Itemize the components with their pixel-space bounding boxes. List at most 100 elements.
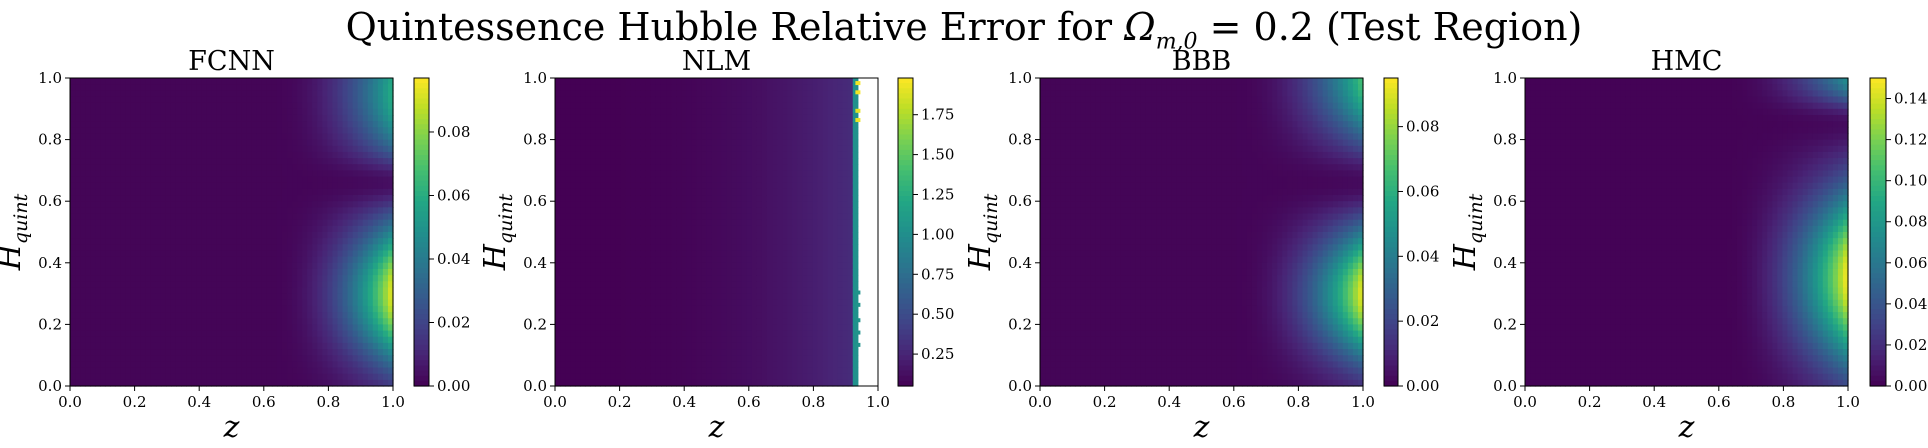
heatmap-cell <box>130 213 137 221</box>
heatmap-cell <box>130 262 137 270</box>
heatmap-cell <box>655 373 662 381</box>
heatmap-cell <box>322 158 328 165</box>
heatmap-cell <box>170 293 177 301</box>
heatmap-cell <box>565 145 571 153</box>
heatmap-cell <box>635 367 642 375</box>
heatmap-cell <box>327 287 334 295</box>
heatmap-cell <box>342 195 349 202</box>
heatmap-cell <box>206 84 212 91</box>
heatmap-cell <box>206 268 212 276</box>
heatmap-cell <box>105 213 111 221</box>
heatmap-cell <box>676 287 682 295</box>
heatmap-cell <box>660 78 667 85</box>
heatmap-cell <box>671 262 677 270</box>
heatmap-cell <box>635 96 642 104</box>
heatmap-cell <box>211 151 217 159</box>
heatmap-cell <box>191 244 197 252</box>
heatmap-cell <box>241 102 248 110</box>
heatmap-cell <box>206 281 212 289</box>
heatmap-cell <box>706 164 713 171</box>
heatmap-cell <box>90 268 96 276</box>
heatmap-cell <box>585 121 591 128</box>
heatmap-cell <box>261 342 268 350</box>
heatmap-cell <box>246 318 253 325</box>
heatmap-cell <box>170 250 177 258</box>
heatmap-cell <box>352 275 359 282</box>
heatmap-cell <box>357 151 364 159</box>
heatmap-cell <box>312 256 318 264</box>
heatmap-cell <box>347 145 354 153</box>
heatmap-cell <box>701 293 708 301</box>
heatmap-cell <box>186 114 192 122</box>
heatmap-cell <box>640 188 647 196</box>
heatmap-cell <box>211 293 217 301</box>
heatmap-cell <box>85 275 91 282</box>
heatmap-cell <box>660 213 667 221</box>
heatmap-cell <box>681 293 687 301</box>
heatmap-cell <box>155 151 162 159</box>
heatmap-cell <box>80 268 86 276</box>
heatmap-cell <box>387 114 394 122</box>
heatmap-cell <box>236 324 243 332</box>
heatmap-cell <box>140 145 147 153</box>
heatmap-cell <box>261 145 268 153</box>
heatmap-cell <box>560 275 566 282</box>
heatmap-cell <box>387 164 394 171</box>
heatmap-cell <box>655 312 662 319</box>
heatmap-cell <box>681 78 687 85</box>
heatmap-cell <box>317 268 323 276</box>
heatmap-cell <box>610 373 617 381</box>
heatmap-cell <box>721 275 728 282</box>
heatmap-cell <box>175 324 182 332</box>
heatmap-cell <box>165 324 172 332</box>
heatmap-cell <box>605 102 612 110</box>
heatmap-cell <box>170 361 177 369</box>
heatmap-cell <box>590 201 596 208</box>
heatmap-cell <box>575 121 581 128</box>
heatmap-cell <box>565 305 571 313</box>
heatmap-cell <box>196 361 202 369</box>
heatmap-cell <box>650 299 657 307</box>
heatmap-cell <box>90 133 96 141</box>
heatmap-cell <box>575 114 581 122</box>
heatmap-cell <box>160 96 167 104</box>
heatmap-cell <box>170 275 177 282</box>
heatmap-cell <box>155 336 162 344</box>
heatmap-cell <box>292 201 298 208</box>
heatmap-cell <box>716 108 723 116</box>
heatmap-cell <box>590 176 596 184</box>
heatmap-cell <box>721 225 728 233</box>
heatmap-cell <box>206 201 212 208</box>
heatmap-cell <box>650 330 657 338</box>
heatmap-cell <box>377 151 384 159</box>
heatmap-cell <box>686 108 692 116</box>
heatmap-cell <box>555 324 561 332</box>
heatmap-cell <box>696 367 702 375</box>
heatmap-cell <box>120 379 127 387</box>
heatmap-cell <box>186 182 192 190</box>
heatmap-cell <box>140 78 147 85</box>
heatmap-cell <box>706 238 713 245</box>
colorbar-swatch <box>414 226 429 233</box>
heatmap-cell <box>307 281 313 289</box>
heatmap-cell <box>555 281 561 289</box>
heatmap-cell <box>590 108 596 116</box>
heatmap-cell <box>701 305 708 313</box>
heatmap-cell <box>110 256 117 264</box>
heatmap-cell <box>711 133 718 141</box>
heatmap-cell <box>246 367 253 375</box>
heatmap-cell <box>297 170 303 178</box>
heatmap-cell <box>640 367 647 375</box>
heatmap-cell <box>175 133 182 141</box>
heatmap-cell <box>276 361 283 369</box>
heatmap-cell <box>221 188 228 196</box>
heatmap-cell <box>181 336 187 344</box>
heatmap-cell <box>332 225 339 233</box>
heatmap-cell <box>372 90 379 98</box>
heatmap-cell <box>711 268 718 276</box>
heatmap-cell <box>191 330 197 338</box>
heatmap-cell <box>256 151 263 159</box>
heatmap-cell <box>145 232 152 239</box>
heatmap-cell <box>605 90 612 98</box>
heatmap-cell <box>555 379 561 387</box>
